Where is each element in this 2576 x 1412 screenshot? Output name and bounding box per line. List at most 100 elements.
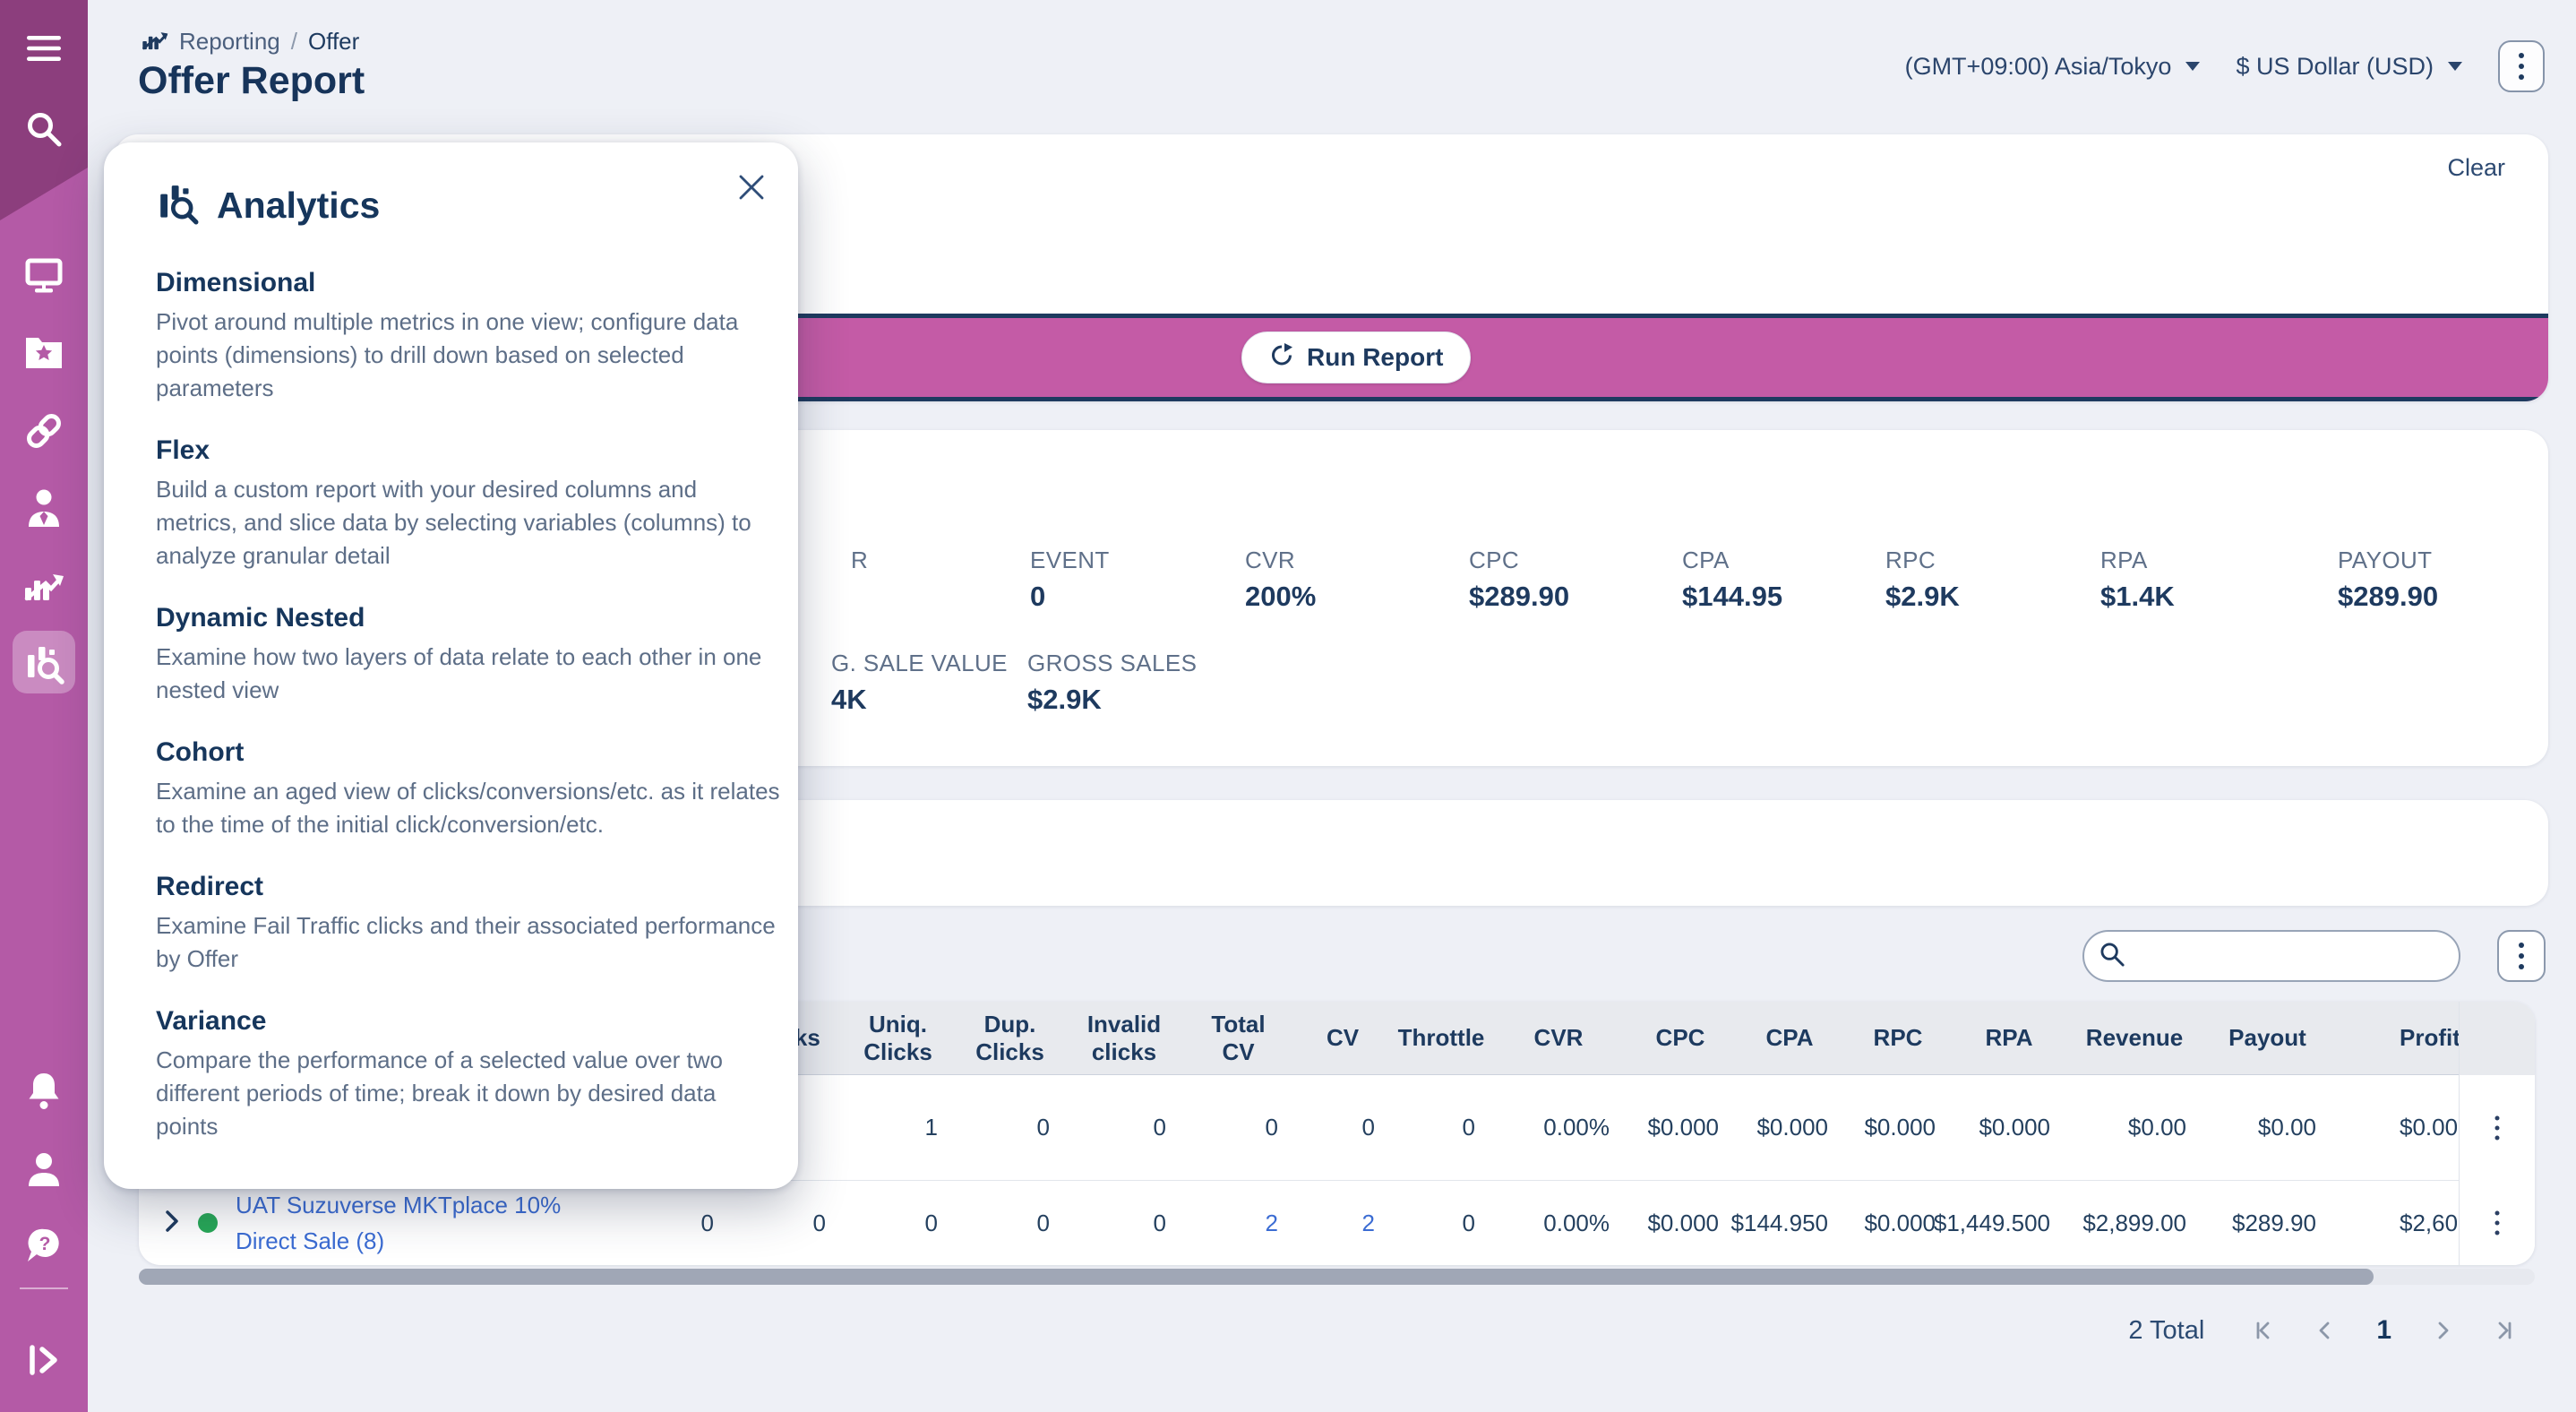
- currency-select[interactable]: $ US Dollar (USD): [2236, 53, 2462, 81]
- column-header-throttle[interactable]: Throttle: [1397, 1024, 1485, 1052]
- expand-sidebar-icon[interactable]: [27, 1342, 61, 1382]
- option-description: Examine Fail Traffic clicks and their as…: [156, 912, 776, 972]
- column-header-rpa[interactable]: RPA: [1985, 1024, 2033, 1052]
- breadcrumb-reporting-link[interactable]: Reporting: [179, 28, 280, 55]
- kebab-icon: [2519, 943, 2524, 969]
- breadcrumb-separator: /: [290, 28, 297, 55]
- sidebar-divider: [20, 1287, 68, 1289]
- refresh-icon: [1269, 342, 1294, 374]
- table-search[interactable]: [2082, 930, 2460, 982]
- option-heading[interactable]: Flex: [156, 435, 210, 465]
- partners-person-tie-icon[interactable]: [25, 488, 63, 532]
- horizontal-scrollbar-track[interactable]: [139, 1269, 2535, 1285]
- dashboard-monitor-icon[interactable]: [25, 258, 63, 298]
- column-header-total-cv[interactable]: Total CV: [1211, 1010, 1266, 1065]
- cell-value: $0.000: [1979, 1114, 2050, 1141]
- run-report-label: Run Report: [1307, 343, 1444, 371]
- close-icon[interactable]: [734, 169, 769, 205]
- row-actions-column: [2459, 1002, 2535, 1265]
- cell-value: 0: [924, 1209, 938, 1236]
- analytics-option-flex[interactable]: Flex Build a custom report with your des…: [156, 435, 783, 573]
- cv-link[interactable]: 2: [1361, 1209, 1375, 1236]
- metric-value-cpa: $144.95: [1682, 581, 1783, 612]
- column-header-rpc[interactable]: RPC: [1873, 1024, 1923, 1052]
- chevron-down-icon: [2185, 62, 2201, 71]
- previous-page-icon[interactable]: [2314, 1319, 2337, 1342]
- column-header-cv[interactable]: CV: [1326, 1024, 1360, 1052]
- option-description: Examine how two layers of data relate to…: [156, 643, 762, 703]
- option-description: Build a custom report with your desired …: [156, 476, 751, 569]
- option-heading[interactable]: Cohort: [156, 737, 245, 767]
- option-heading[interactable]: Redirect: [156, 872, 264, 901]
- table-kebab-menu-button[interactable]: [2497, 930, 2546, 982]
- analytics-bar-search-icon[interactable]: [23, 643, 64, 689]
- header-kebab-menu-button[interactable]: [2498, 40, 2545, 92]
- next-page-icon[interactable]: [2431, 1319, 2454, 1342]
- search-icon[interactable]: [25, 110, 63, 152]
- pagination: 2 Total 1: [2128, 1315, 2517, 1346]
- cell-value: $0.000: [1647, 1209, 1719, 1236]
- sidebar: ?: [0, 0, 88, 1412]
- kebab-icon: [2494, 1210, 2500, 1236]
- analytics-option-dimensional[interactable]: Dimensional Pivot around multiple metric…: [156, 268, 783, 405]
- row-kebab-menu-button[interactable]: [2494, 1115, 2500, 1141]
- metric-label-cpa: CPA: [1682, 547, 1730, 573]
- column-header-cvr[interactable]: CVR: [1533, 1024, 1584, 1052]
- total-cv-link[interactable]: 2: [1265, 1209, 1278, 1236]
- option-heading[interactable]: Variance: [156, 1006, 267, 1036]
- tracking-links-chain-icon[interactable]: [23, 410, 64, 456]
- metric-label-rpa: RPA: [2100, 547, 2148, 573]
- last-page-icon[interactable]: [2494, 1319, 2517, 1342]
- metric-value-rpc: $2.9K: [1885, 581, 1960, 612]
- analytics-option-redirect[interactable]: Redirect Examine Fail Traffic clicks and…: [156, 872, 783, 976]
- column-header-profit[interactable]: Profit: [2400, 1024, 2460, 1052]
- help-question-bubble-icon[interactable]: ?: [24, 1227, 64, 1270]
- metric-label-cpc: CPC: [1469, 547, 1520, 573]
- analytics-option-dynamic-nested[interactable]: Dynamic Nested Examine how two layers of…: [156, 603, 783, 707]
- metric-value-gross-sales: $2.9K: [1027, 684, 1102, 715]
- performance-chart-icon[interactable]: [23, 566, 64, 608]
- clipped-metric-label: R: [851, 547, 869, 573]
- column-header-payout[interactable]: Payout: [2228, 1024, 2306, 1052]
- cell-value: 0: [1036, 1209, 1050, 1236]
- timezone-select[interactable]: (GMT+09:00) Asia/Tokyo: [1905, 53, 2201, 81]
- folder-star-icon[interactable]: [24, 334, 64, 373]
- search-input[interactable]: [2136, 942, 2444, 970]
- current-page-number[interactable]: 1: [2376, 1315, 2391, 1345]
- column-header-dup-clicks[interactable]: Dup. Clicks: [975, 1010, 1044, 1065]
- cell-value: $0.000: [1647, 1114, 1719, 1141]
- hamburger-menu-icon[interactable]: [27, 34, 61, 67]
- horizontal-scrollbar-thumb[interactable]: [139, 1269, 2374, 1285]
- column-header-revenue[interactable]: Revenue: [2085, 1024, 2184, 1052]
- column-header-invalid-clicks[interactable]: Invalid clicks: [1086, 1010, 1162, 1065]
- notifications-bell-icon[interactable]: [25, 1072, 63, 1115]
- option-heading[interactable]: Dynamic Nested: [156, 603, 365, 633]
- option-heading[interactable]: Dimensional: [156, 268, 316, 297]
- chevron-down-icon: [2448, 62, 2462, 71]
- kebab-icon: [2494, 1115, 2500, 1141]
- run-report-button[interactable]: Run Report: [1241, 331, 1472, 383]
- metric-value-cvr: 200%: [1245, 581, 1317, 612]
- offer-name-link[interactable]: UAT Suzuverse MKTplace 10% Direct Sale (…: [236, 1192, 562, 1254]
- expand-row-chevron-icon[interactable]: [164, 1210, 180, 1237]
- timezone-value: (GMT+09:00) Asia/Tokyo: [1904, 52, 2172, 80]
- column-header-cpa[interactable]: CPA: [1765, 1024, 1814, 1052]
- currency-value: $ US Dollar (USD): [2236, 52, 2434, 80]
- svg-text:?: ?: [39, 1234, 51, 1254]
- row-kebab-menu-button[interactable]: [2494, 1210, 2500, 1236]
- analytics-option-cohort[interactable]: Cohort Examine an aged view of clicks/co…: [156, 737, 783, 841]
- account-person-icon[interactable]: [25, 1150, 63, 1192]
- metric-value-cpc: $289.90: [1469, 581, 1570, 612]
- cell-value: 0: [1361, 1114, 1375, 1141]
- analytics-options-list: Dimensional Pivot around multiple metric…: [156, 268, 783, 1174]
- cell-value: $0.00: [2257, 1114, 2316, 1141]
- column-header-cpc[interactable]: CPC: [1655, 1024, 1705, 1052]
- first-page-icon[interactable]: [2251, 1319, 2274, 1342]
- column-header-uniq-clicks[interactable]: Uniq. Clicks: [863, 1010, 932, 1065]
- analytics-option-variance[interactable]: Variance Compare the performance of a se…: [156, 1006, 783, 1143]
- breadcrumb: Reporting / Offer: [142, 27, 359, 56]
- metric-label-payout: PAYOUT: [2338, 547, 2433, 573]
- cell-value: $144.950: [1730, 1209, 1828, 1236]
- header-controls: (GMT+09:00) Asia/Tokyo $ US Dollar (USD): [1905, 39, 2545, 93]
- clear-filters-link[interactable]: Clear: [2447, 154, 2505, 181]
